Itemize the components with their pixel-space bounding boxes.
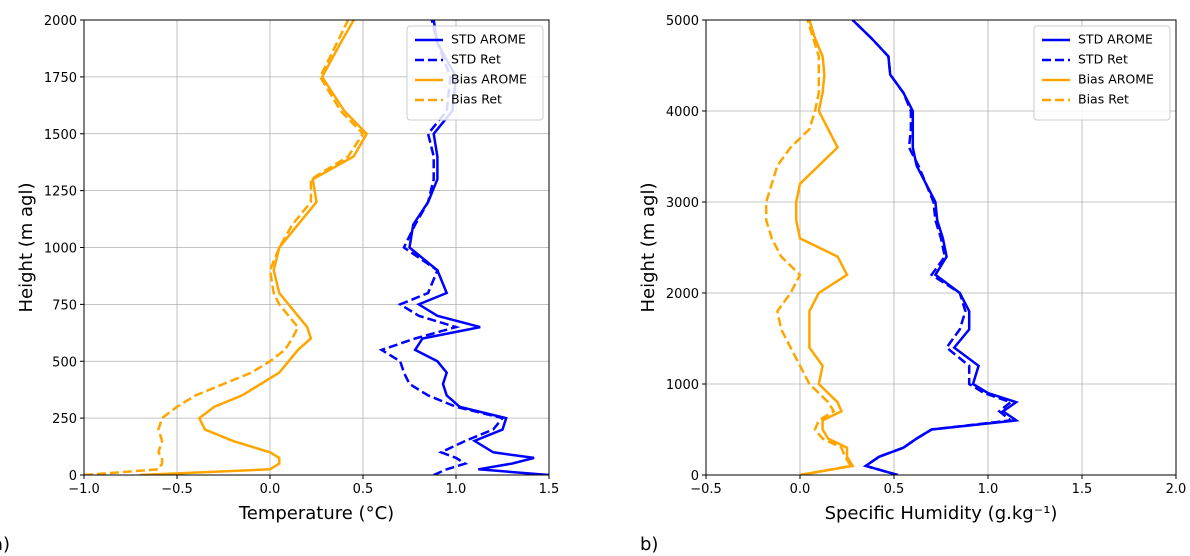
y-axis-label: Height (m agl): [16, 183, 37, 313]
series-line: [851, 20, 1020, 475]
legend-box: [406, 25, 544, 121]
legend-label: STD AROME: [1078, 32, 1153, 47]
y-tick-label: 5000: [666, 14, 699, 29]
y-tick-label: 2000: [666, 287, 699, 302]
series-line: [139, 20, 369, 475]
series-line: [408, 20, 549, 475]
axes-frame: [705, 19, 1177, 476]
legend-label: STD Ret: [451, 52, 501, 67]
panel-label: b): [640, 534, 658, 555]
axes-frame: [83, 19, 550, 476]
legend-label: Bias Ret: [1078, 92, 1129, 107]
x-tick-label: 1.5: [539, 482, 560, 497]
y-axis-label: Height (m agl): [638, 183, 659, 313]
x-tick-label: 1.0: [978, 482, 999, 497]
legend-label: Bias AROME: [451, 72, 527, 87]
plot-lines: [84, 20, 549, 475]
x-axis-label: Specific Humidity (g.kg⁻¹): [825, 503, 1058, 524]
y-tick-label: 0: [69, 469, 77, 484]
series-line: [851, 20, 1014, 475]
y-tick-label: 1000: [44, 242, 77, 257]
legend-label: STD AROME: [451, 32, 526, 47]
y-tick-label: 0: [691, 469, 699, 484]
series-line: [378, 20, 505, 475]
y-tick-label: 1500: [44, 128, 77, 143]
x-tick-label: −0.5: [161, 482, 193, 497]
x-tick-label: −1.0: [68, 482, 100, 497]
y-tick-label: 1750: [44, 71, 77, 86]
series-line: [764, 20, 853, 475]
y-tick-label: 1000: [666, 378, 699, 393]
x-tick-label: 0.0: [260, 482, 281, 497]
legend-label: STD Ret: [1078, 52, 1128, 67]
panel-label: a): [0, 534, 10, 555]
y-tick-label: 1250: [44, 185, 77, 200]
series-line: [84, 20, 365, 475]
y-tick-label: 4000: [666, 105, 699, 120]
x-tick-label: 1.5: [1072, 482, 1093, 497]
legend-box: [1033, 25, 1171, 121]
y-tick-label: 250: [52, 412, 77, 427]
x-tick-label: 2.0: [1166, 482, 1187, 497]
x-axis-label: Temperature (°C): [238, 503, 394, 524]
y-tick-label: 3000: [666, 196, 699, 211]
plot-lines: [764, 20, 1020, 475]
x-tick-label: 0.5: [353, 482, 374, 497]
series-line: [794, 20, 855, 475]
x-tick-label: −0.5: [690, 482, 722, 497]
x-tick-label: 0.0: [790, 482, 811, 497]
y-tick-label: 500: [52, 355, 77, 370]
legend-label: Bias AROME: [1078, 72, 1154, 87]
x-tick-label: 0.5: [884, 482, 905, 497]
x-tick-label: 1.0: [446, 482, 467, 497]
legend-label: Bias Ret: [451, 92, 502, 107]
y-tick-label: 2000: [44, 14, 77, 29]
y-tick-label: 750: [52, 298, 77, 313]
